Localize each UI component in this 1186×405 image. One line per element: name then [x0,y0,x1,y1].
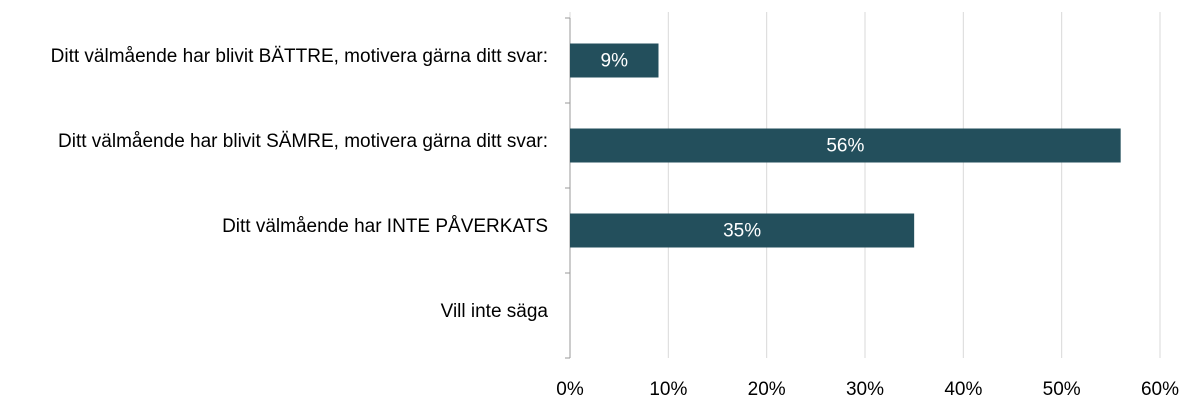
x-tick-label: 60% [1141,379,1179,400]
x-tick-label: 50% [1043,379,1081,400]
category-label: Ditt välmående har INTE PÅVERKATS [222,215,548,237]
data-label: 56% [826,136,864,157]
x-tick-label: 0% [556,379,584,400]
category-label: Ditt välmående har blivit SÄMRE, motiver… [58,130,548,152]
x-tick-label: 40% [944,379,982,400]
category-label: Vill inte säga [440,300,548,322]
data-label: 9% [601,51,629,72]
bar [570,43,659,78]
bar [570,128,1121,163]
x-tick-label: 30% [846,379,884,400]
x-tick-label: 10% [649,379,687,400]
data-label: 35% [723,221,761,242]
x-tick-label: 20% [748,379,786,400]
bar [570,213,915,248]
category-label: Ditt välmående har blivit BÄTTRE, motive… [50,45,548,67]
